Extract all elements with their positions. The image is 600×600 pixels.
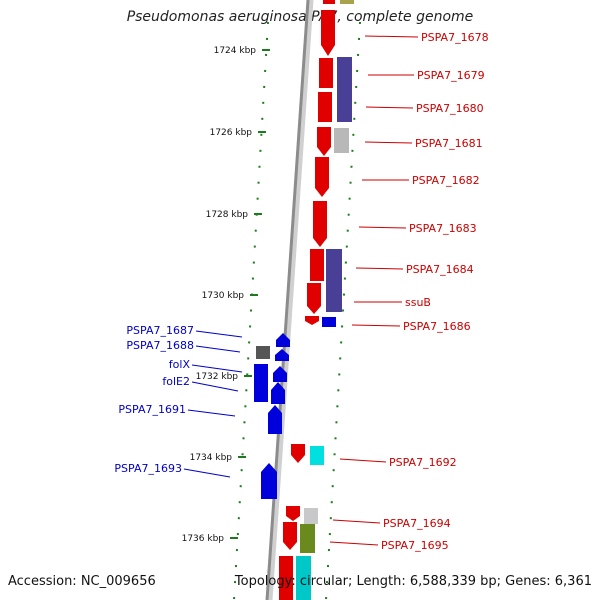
gene-label-forward: PSPA7_1694 — [383, 517, 451, 530]
gene-label-forward: PSPA7_1681 — [415, 137, 483, 150]
gene-labels: PSPA7_1678 PSPA7_1679 PSPA7_1680 PSPA7_1681… — [114, 31, 488, 552]
gene-arrow-1691 — [268, 405, 282, 434]
genome-summary-text: Topology: circular; Length: 6,588,339 bp… — [234, 574, 592, 589]
gene-block-bottom-cyan — [296, 556, 311, 600]
gene-arrow-1688 — [275, 349, 289, 361]
gene-label-reverse: PSPA7_1693 — [114, 462, 182, 475]
gene-label-reverse: folE2 — [162, 375, 190, 388]
gene-label-connector — [191, 364, 243, 373]
gene-arrow-ssuB — [307, 283, 321, 314]
gene-arrow-1678 — [321, 10, 335, 56]
gene-block-1688 — [256, 346, 270, 359]
gene-arrow-folE2 — [271, 382, 285, 404]
gene-label-forward: ssuB — [405, 296, 431, 309]
backbone-shadow — [267, 0, 314, 600]
gene-label-connector — [364, 141, 413, 144]
gene-label-connector — [329, 541, 379, 546]
scale-tick-label: 1726 kbp — [210, 128, 253, 138]
gene-arrow-1693 — [261, 463, 277, 499]
scale-tick-label: 1736 kbp — [182, 534, 225, 544]
gene-label-forward: PSPA7_1684 — [406, 263, 474, 276]
gene-label-forward: PSPA7_1692 — [389, 456, 457, 469]
gene-arrow-1692 — [291, 444, 305, 463]
gene-arrow-1694 — [286, 506, 300, 521]
accession-text: Accession: NC_009656 — [8, 574, 156, 589]
gene-label-reverse: folX — [169, 358, 191, 371]
gene-label-forward: PSPA7_1679 — [417, 69, 485, 82]
gene-arrow-1695 — [283, 522, 297, 550]
gene-block-1686 — [322, 317, 336, 327]
gene-label-reverse: PSPA7_1688 — [126, 339, 194, 352]
scale-tick-label: 1728 kbp — [206, 210, 249, 220]
gene-label-connector — [364, 35, 419, 38]
gene-label-forward: PSPA7_1695 — [381, 539, 449, 552]
genome-title: Pseudomonas aeruginosa PA7, complete gen… — [126, 9, 474, 25]
gene-label-connector — [355, 267, 404, 270]
gene-arrow-1686 — [305, 316, 319, 325]
gene-block-1679-1680 — [337, 57, 352, 122]
gene-arrow-1680 — [318, 92, 332, 122]
gene-label-forward: PSPA7_1680 — [416, 102, 484, 115]
gene-block-1695 — [300, 524, 315, 553]
gene-block-1694 — [304, 508, 318, 524]
inner-guide-line — [325, 21, 361, 600]
gene-stub-top — [323, 0, 335, 4]
gene-block-folX — [254, 364, 268, 402]
gene-label-connector — [358, 226, 407, 229]
gene-label-connector — [195, 330, 243, 338]
gene-label-connector — [195, 345, 241, 353]
gene-label-reverse: PSPA7_1687 — [126, 324, 194, 337]
gene-stub-top-olive — [340, 0, 354, 4]
scale-tick-label: 1730 kbp — [202, 291, 245, 301]
gene-block-1684 — [326, 249, 342, 312]
gene-label-connector — [183, 468, 231, 478]
gene-arrow-1684 — [310, 249, 324, 281]
gene-label-connector — [332, 519, 381, 524]
gene-arrow-1681 — [317, 127, 331, 156]
gene-label-forward: PSPA7_1682 — [412, 174, 480, 187]
gene-block-bottom-red — [279, 556, 293, 600]
scale-tick-label: 1732 kbp — [196, 372, 239, 382]
scale-tick-label: 1724 kbp — [214, 46, 257, 56]
scale-ticks: 1724 kbp 1726 kbp 1728 kbp 1730 kbp 1732 kbp… — [182, 46, 270, 544]
gene-arrow-1687 — [276, 333, 290, 347]
gene-label-connector — [187, 409, 236, 417]
gene-block-1681 — [334, 128, 349, 153]
gene-arrow-1683 — [313, 201, 327, 247]
scale-tick-label: 1734 kbp — [190, 453, 233, 463]
gene-arrow-1682 — [315, 157, 329, 197]
gene-arrow-1679 — [319, 58, 333, 88]
gene-label-forward: PSPA7_1683 — [409, 222, 477, 235]
gene-label-connector — [339, 458, 387, 463]
gene-label-connector — [191, 381, 239, 392]
gene-block-1692 — [310, 446, 324, 465]
gene-arrow-folX — [273, 366, 287, 382]
gene-label-forward: PSPA7_1686 — [403, 320, 471, 333]
genome-backbone — [265, 0, 310, 600]
gene-label-connector — [365, 106, 414, 109]
gene-label-reverse: PSPA7_1691 — [118, 403, 186, 416]
gene-label-forward: PSPA7_1678 — [421, 31, 489, 44]
gene-label-connector — [351, 324, 401, 327]
outer-guide-line — [233, 21, 269, 600]
